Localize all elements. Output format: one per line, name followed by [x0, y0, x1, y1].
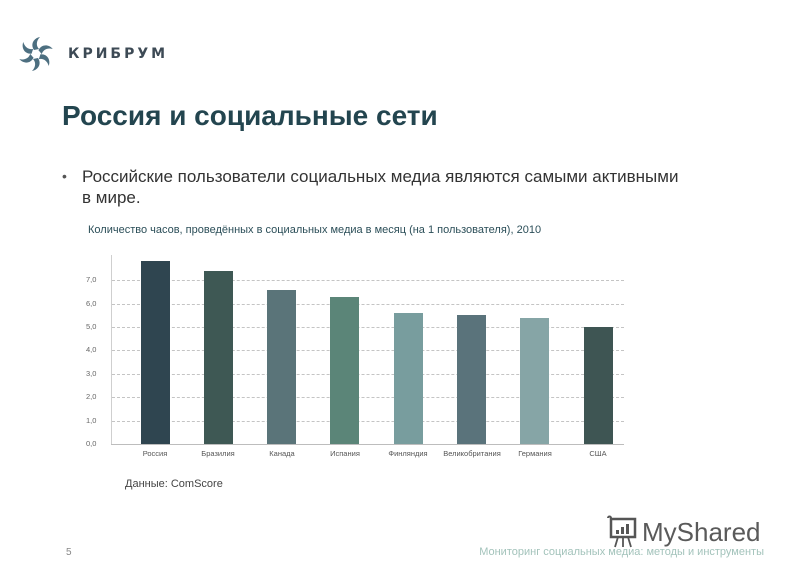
presentation-board-icon: [607, 515, 637, 548]
y-tick-label: 5,0: [86, 322, 97, 331]
x-tick-label: Финляндия: [388, 449, 428, 458]
y-tick-label: 1,0: [86, 416, 97, 425]
watermark: MyShared: [606, 515, 761, 549]
data-source: Данные: ComScore: [125, 478, 223, 490]
bar: [141, 261, 170, 444]
gridline: [112, 304, 624, 305]
y-tick-label: 3,0: [86, 369, 97, 378]
bullet-text: Российские пользователи социальных медиа…: [82, 167, 679, 207]
page-number: 5: [66, 547, 72, 558]
footer-text: Мониторинг социальных медиа: методы и ин…: [479, 546, 764, 558]
y-tick-label: 4,0: [86, 345, 97, 354]
gridline: [112, 327, 624, 328]
x-tick-label: Россия: [142, 449, 168, 458]
bullet-point: • Российские пользователи социальных мед…: [62, 166, 682, 208]
bar: [584, 327, 613, 444]
slide-title: Россия и социальные сети: [62, 100, 438, 131]
y-tick-label: 7,0: [86, 275, 97, 284]
x-tick-label: Германия: [518, 449, 552, 458]
bar: [520, 318, 549, 444]
y-axis: [111, 255, 112, 445]
brand-logo: КРИБРУМ: [18, 36, 168, 72]
brand-name: КРИБРУМ: [68, 46, 169, 62]
x-tick-label: США: [589, 449, 607, 458]
x-tick-label: Бразилия: [201, 449, 235, 458]
chart-title: Количество часов, проведённых в социальн…: [88, 224, 542, 236]
bar: [394, 313, 423, 444]
bullet-dot-icon: •: [62, 168, 67, 184]
bar: [267, 290, 296, 444]
x-tick-label: Канада: [269, 449, 295, 458]
x-axis: [111, 444, 624, 445]
y-tick-label: 6,0: [86, 299, 97, 308]
gridline: [112, 350, 624, 351]
pinwheel-logo-icon: [19, 37, 53, 71]
bar: [457, 315, 486, 444]
gridline: [112, 397, 624, 398]
watermark-text: MyShared: [642, 516, 761, 547]
gridline: [112, 421, 624, 422]
gridline: [112, 374, 624, 375]
x-tick-label: Испания: [330, 449, 360, 458]
bar: [330, 297, 359, 444]
bar: [204, 271, 233, 444]
gridline: [112, 280, 624, 281]
y-tick-label: 0,0: [86, 439, 97, 448]
x-tick-label: Великобритания: [443, 449, 501, 458]
y-tick-label: 2,0: [86, 392, 97, 401]
